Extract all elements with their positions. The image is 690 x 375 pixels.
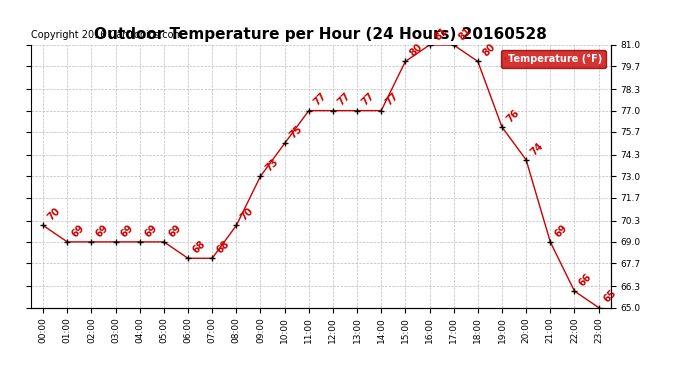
- Text: Copyright 2016 Cartronics.com: Copyright 2016 Cartronics.com: [31, 30, 183, 40]
- Text: 77: 77: [384, 91, 401, 108]
- Text: 81: 81: [457, 26, 473, 42]
- Text: 73: 73: [264, 157, 280, 174]
- Text: 80: 80: [408, 42, 425, 58]
- Text: 69: 69: [95, 222, 111, 239]
- Text: 77: 77: [360, 91, 377, 108]
- Text: 69: 69: [143, 222, 159, 239]
- Text: 69: 69: [553, 222, 570, 239]
- Text: 75: 75: [288, 124, 304, 141]
- Text: 69: 69: [167, 222, 184, 239]
- Text: 74: 74: [529, 141, 546, 157]
- Legend: Temperature (°F): Temperature (°F): [501, 50, 606, 68]
- Text: 70: 70: [239, 206, 256, 223]
- Text: 77: 77: [312, 91, 328, 108]
- Text: 66: 66: [578, 272, 594, 288]
- Text: 81: 81: [433, 26, 449, 42]
- Text: 68: 68: [215, 239, 232, 255]
- Text: 76: 76: [505, 108, 522, 124]
- Text: 69: 69: [70, 222, 87, 239]
- Text: 70: 70: [46, 206, 63, 223]
- Text: 69: 69: [119, 222, 135, 239]
- Text: 80: 80: [481, 42, 497, 58]
- Text: 77: 77: [336, 91, 353, 108]
- Text: 65: 65: [602, 288, 618, 305]
- Title: Outdoor Temperature per Hour (24 Hours) 20160528: Outdoor Temperature per Hour (24 Hours) …: [95, 27, 547, 42]
- Text: 68: 68: [191, 239, 208, 255]
